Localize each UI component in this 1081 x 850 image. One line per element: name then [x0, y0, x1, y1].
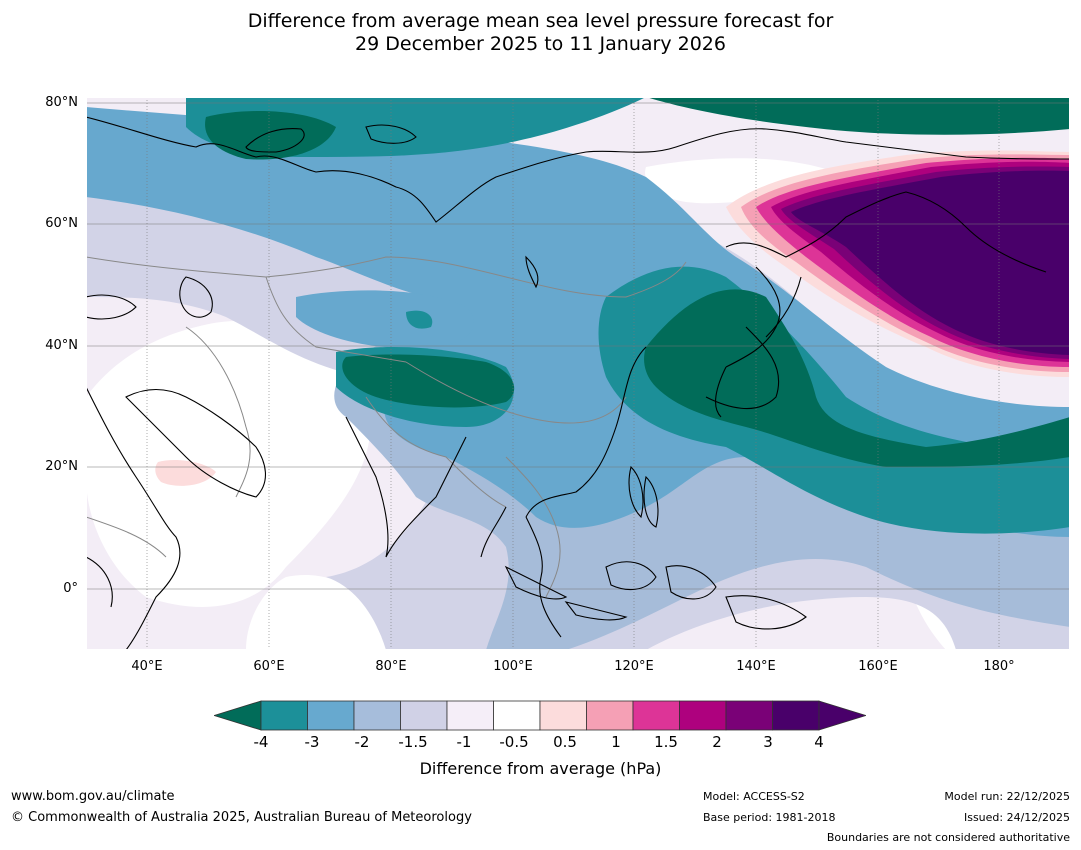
coastlines	[86, 116, 1070, 650]
colorbar	[214, 700, 866, 731]
colorbar-tick-label: 1.5	[654, 733, 678, 751]
colorbar-tick-label: -1	[456, 733, 472, 751]
issued-date: Issued: 24/12/2025	[963, 811, 1070, 824]
colorbar-cell	[446, 700, 494, 731]
model-run-date: Model run: 22/12/2025	[944, 790, 1070, 803]
colorbar-tick-label: -4	[253, 733, 269, 751]
colorbar-tick-label: 4	[814, 733, 824, 751]
colorbar-cell	[679, 700, 727, 731]
colorbar-cell	[725, 700, 773, 731]
lon-label-160e: 160°E	[858, 659, 898, 674]
country-boundaries	[86, 256, 687, 598]
lon-label-180: 180°	[983, 659, 1015, 674]
colorbar-cell	[632, 700, 680, 731]
colorbar-tick-label: -2	[354, 733, 370, 751]
lat-label-80n: 80°N	[45, 95, 78, 110]
colorbar-cell	[260, 700, 308, 731]
copyright-text: © Commonwealth of Australia 2025, Austra…	[11, 810, 472, 825]
base-period: Base period: 1981-2018	[703, 811, 836, 824]
colorbar-tick-label: 2	[712, 733, 722, 751]
model-name: Model: ACCESS-S2	[703, 790, 805, 803]
colorbar-tick-label: 0.5	[553, 733, 577, 751]
colorbar-over-arrow	[818, 700, 866, 731]
colorbar-cell	[307, 700, 355, 731]
colorbar-cell	[586, 700, 634, 731]
colorbar-cell	[400, 700, 448, 731]
strong-negative-regions	[205, 97, 1070, 467]
colorbar-label: Difference from average (hPa)	[419, 759, 662, 778]
colorbar-cell	[353, 700, 401, 731]
positive-anomaly-bands	[155, 150, 1070, 486]
colorbar-tick-label: -0.5	[499, 733, 529, 751]
colorbar-tick-label: -1.5	[398, 733, 428, 751]
lat-label-40n: 40°N	[45, 338, 78, 353]
title-line-2: 29 December 2025 to 11 January 2026	[355, 33, 726, 55]
map-frame	[86, 97, 1070, 650]
colorbar-cell	[493, 700, 541, 731]
title-line-1: Difference from average mean sea level p…	[247, 10, 834, 32]
lon-label-80e: 80°E	[375, 659, 407, 674]
colorbar-cell	[772, 700, 820, 731]
chart-title: Difference from average mean sea level p…	[0, 10, 1081, 56]
colorbar-under-arrow	[214, 700, 262, 731]
colorbar-cell	[539, 700, 587, 731]
lon-label-120e: 120°E	[614, 659, 654, 674]
lat-label-60n: 60°N	[45, 216, 78, 231]
gridlines	[86, 97, 1070, 650]
lat-label-0: 0°	[63, 581, 78, 596]
lat-label-20n: 20°N	[45, 459, 78, 474]
lon-label-60e: 60°E	[253, 659, 285, 674]
lon-label-40e: 40°E	[131, 659, 163, 674]
colorbar-tick-label: 3	[763, 733, 773, 751]
lon-label-140e: 140°E	[736, 659, 776, 674]
pressure-anomaly-map	[86, 97, 1070, 650]
colorbar-tick-label: 1	[611, 733, 621, 751]
colorbar-tick-label: -3	[304, 733, 320, 751]
website-link[interactable]: www.bom.gov.au/climate	[11, 789, 175, 804]
boundaries-disclaimer: Boundaries are not considered authoritat…	[826, 831, 1070, 844]
lon-label-100e: 100°E	[493, 659, 533, 674]
